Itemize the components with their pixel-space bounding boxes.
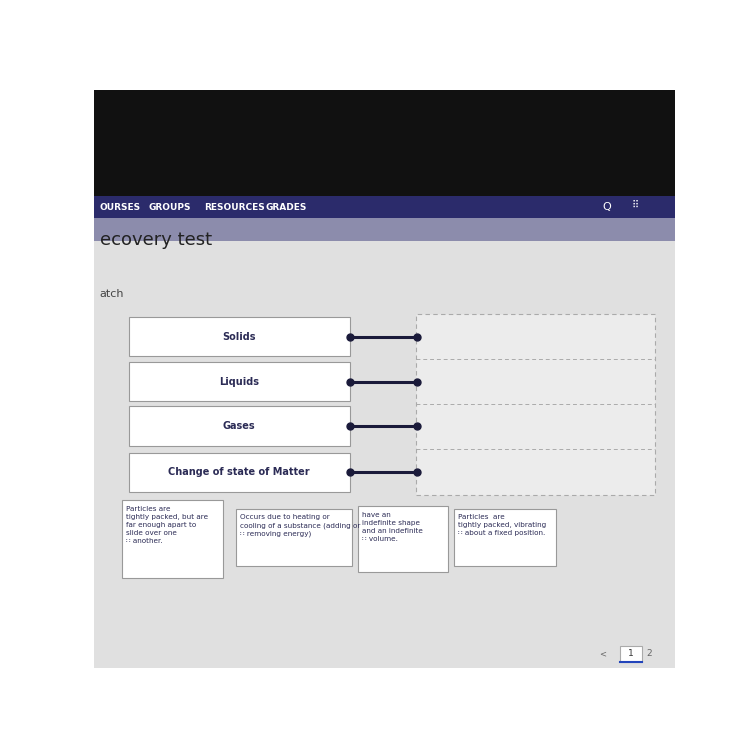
Text: Particles are
tightly packed, but are
far enough apart to
slide over one
∷ anoth: Particles are tightly packed, but are fa… <box>126 506 208 544</box>
Text: OURSES: OURSES <box>100 202 141 211</box>
Text: have an
indefinite shape
and an indefinite
∷ volume.: have an indefinite shape and an indefini… <box>362 512 423 542</box>
Text: GRADES: GRADES <box>266 202 307 211</box>
FancyBboxPatch shape <box>358 506 448 572</box>
Text: Gases: Gases <box>223 421 255 431</box>
FancyBboxPatch shape <box>416 314 655 495</box>
Text: Occurs due to heating or
cooling of a substance (adding or
∷ removing energy): Occurs due to heating or cooling of a su… <box>240 514 361 538</box>
Bar <box>620 646 642 662</box>
Bar <box>94 218 675 668</box>
Bar <box>94 218 675 242</box>
FancyBboxPatch shape <box>236 509 352 566</box>
Text: Solids: Solids <box>222 332 256 341</box>
Text: ecovery test: ecovery test <box>100 231 211 249</box>
FancyBboxPatch shape <box>129 406 350 445</box>
FancyBboxPatch shape <box>122 500 224 578</box>
FancyBboxPatch shape <box>129 317 350 356</box>
Text: 1: 1 <box>628 650 634 658</box>
Text: ⠿: ⠿ <box>632 200 638 209</box>
Text: Change of state of Matter: Change of state of Matter <box>168 467 310 477</box>
FancyBboxPatch shape <box>454 509 556 566</box>
Text: Liquids: Liquids <box>219 376 259 387</box>
Bar <box>94 196 675 218</box>
Text: Q: Q <box>602 202 611 212</box>
FancyBboxPatch shape <box>129 453 350 492</box>
Text: atch: atch <box>100 289 124 299</box>
Text: 2: 2 <box>646 650 652 658</box>
FancyBboxPatch shape <box>129 362 350 401</box>
Bar <box>94 90 675 202</box>
Text: <: < <box>598 650 606 658</box>
Text: Particles  are
tightly packed, vibrating
∷ about a fixed position.: Particles are tightly packed, vibrating … <box>458 514 547 536</box>
Text: RESOURCES: RESOURCES <box>204 202 265 211</box>
Text: GROUPS: GROUPS <box>149 202 191 211</box>
